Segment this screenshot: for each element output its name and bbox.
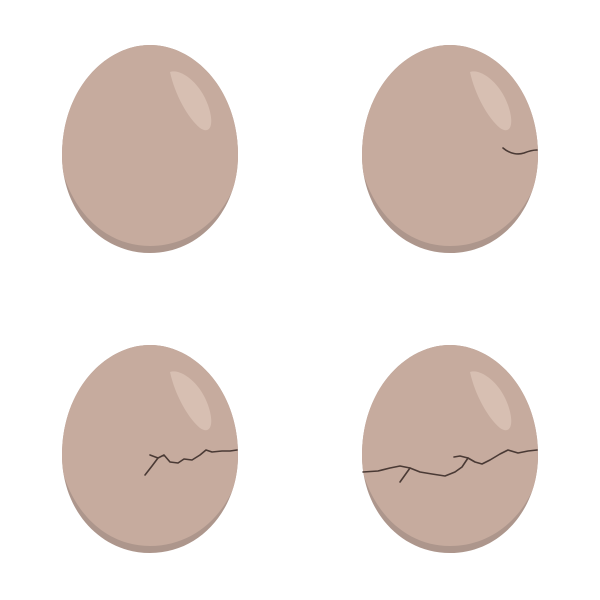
egg-highlight bbox=[470, 371, 512, 431]
egg-intact bbox=[62, 45, 238, 253]
crack-line bbox=[502, 147, 538, 155]
egg-highlight bbox=[470, 71, 512, 131]
egg-first-crack bbox=[362, 45, 538, 253]
egg-highlight bbox=[170, 371, 212, 431]
crack-branch bbox=[144, 457, 159, 476]
egg-cracking bbox=[62, 345, 238, 553]
crack-line bbox=[362, 449, 538, 477]
crack-branch bbox=[399, 467, 411, 483]
egg-heavily-cracked bbox=[362, 345, 538, 553]
egg-highlight bbox=[170, 71, 212, 131]
crack-branch bbox=[453, 455, 469, 459]
crack-line bbox=[149, 449, 238, 464]
